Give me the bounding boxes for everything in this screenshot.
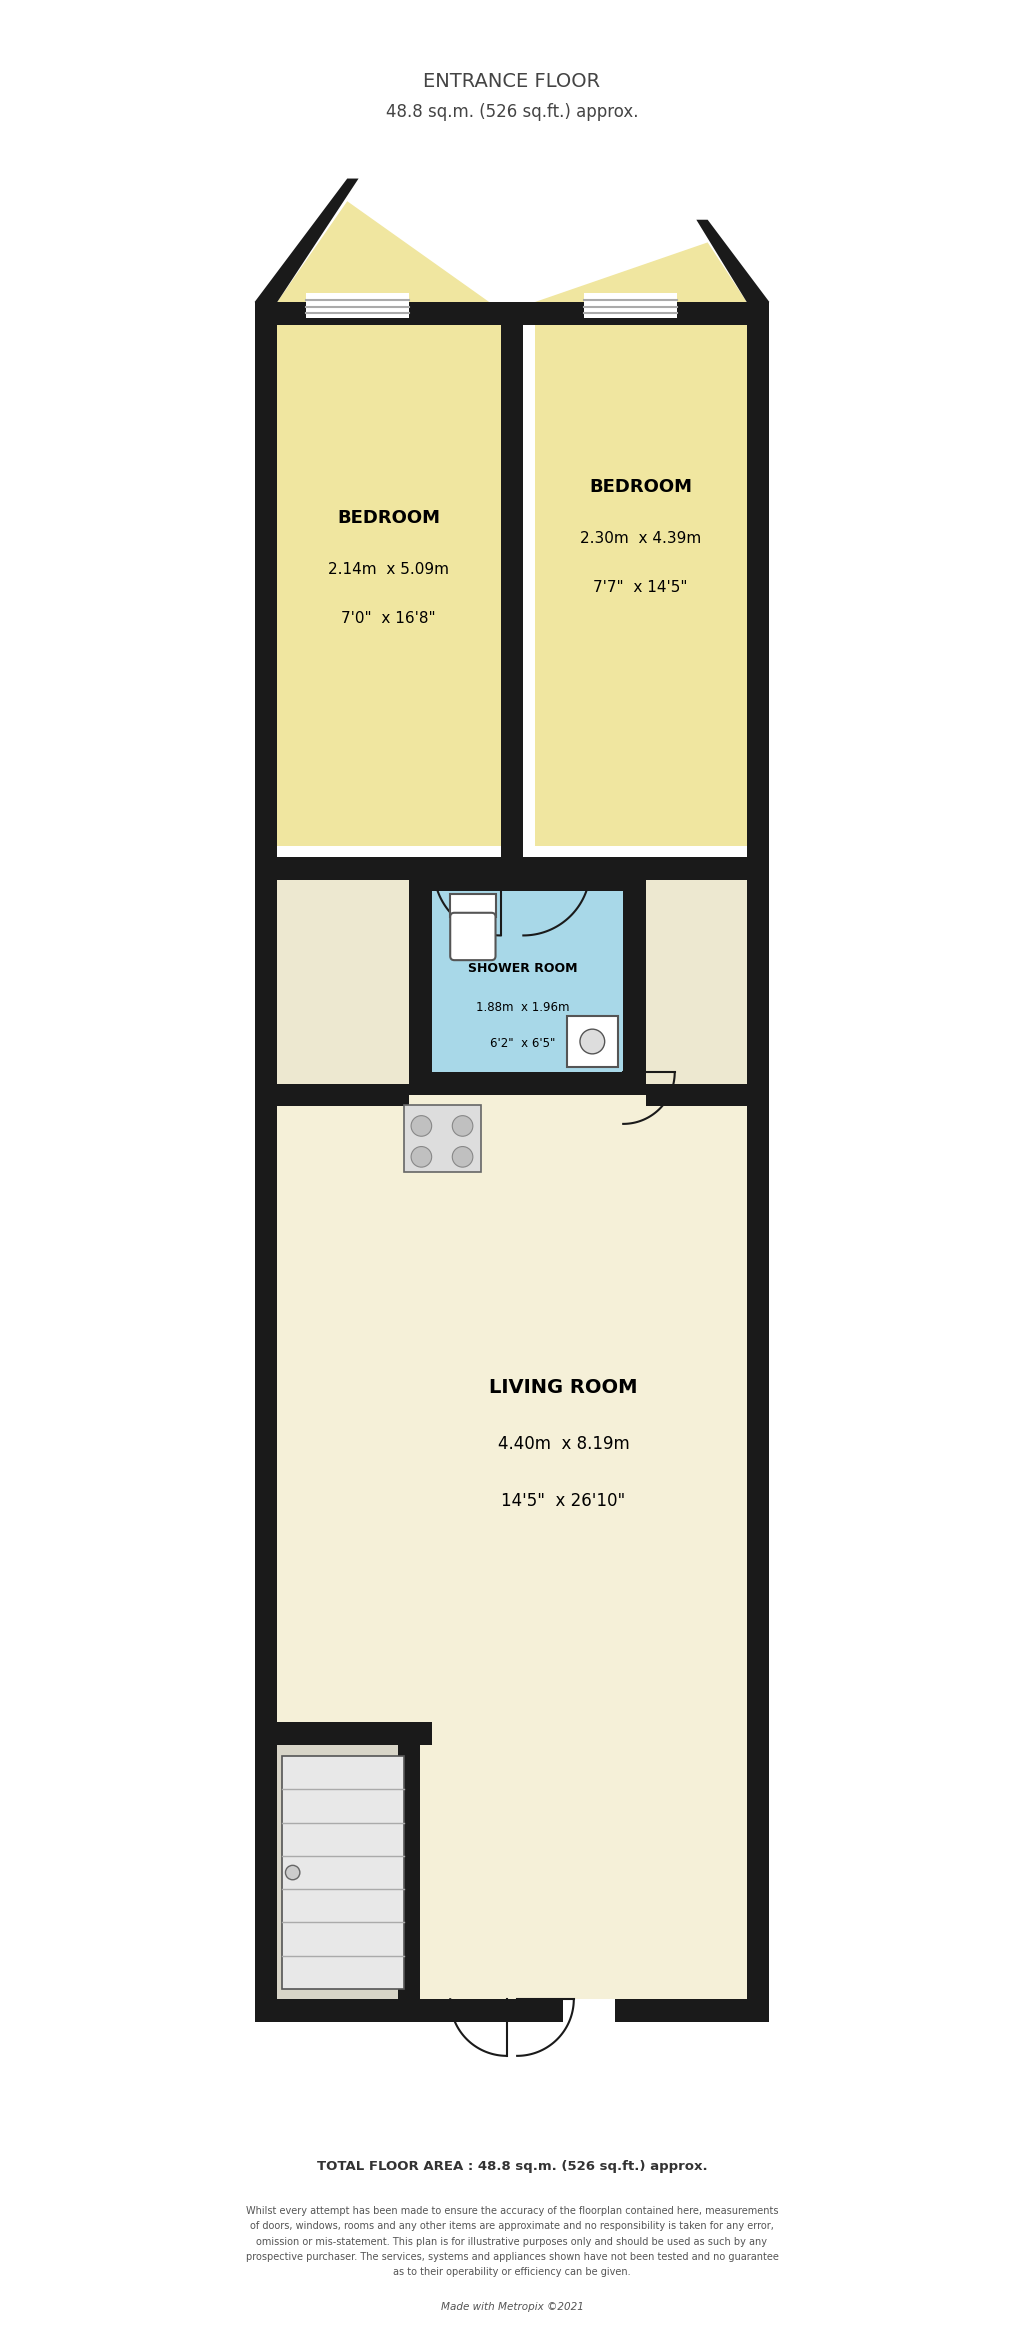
Bar — [409, 1072, 646, 1095]
Text: SHOWER ROOM: SHOWER ROOM — [468, 962, 578, 976]
Text: TOTAL FLOOR AREA : 48.8 sq.m. (526 sq.ft.) approx.: TOTAL FLOOR AREA : 48.8 sq.m. (526 sq.ft… — [316, 2160, 708, 2174]
Text: 7'7"  x 14'5": 7'7" x 14'5" — [594, 579, 688, 595]
Bar — [501, 301, 523, 869]
Circle shape — [453, 1146, 473, 1168]
Text: 4.40m  x 8.19m: 4.40m x 8.19m — [498, 1436, 630, 1452]
Circle shape — [411, 1146, 432, 1168]
Bar — [535, 301, 746, 845]
Bar — [306, 292, 409, 318]
Bar — [255, 1723, 432, 1744]
Text: 1.88m  x 1.96m: 1.88m x 1.96m — [475, 1002, 569, 1013]
Circle shape — [453, 1116, 473, 1137]
Polygon shape — [696, 219, 769, 301]
Text: BEDROOM: BEDROOM — [589, 479, 692, 497]
Text: BEDROOM: BEDROOM — [337, 509, 440, 528]
Text: ENTRANCE FLOOR: ENTRANCE FLOOR — [424, 72, 600, 91]
Bar — [432, 892, 624, 1072]
Bar — [403, 1104, 481, 1172]
Bar — [409, 869, 432, 1095]
Bar — [255, 301, 278, 2022]
Bar — [409, 869, 646, 892]
Text: Whilst every attempt has been made to ensure the accuracy of the floorplan conta: Whilst every attempt has been made to en… — [246, 2207, 778, 2277]
Bar — [255, 301, 769, 325]
Bar — [278, 1733, 409, 1999]
Bar — [283, 1756, 403, 1989]
Text: 2.14m  x 5.09m: 2.14m x 5.09m — [328, 563, 449, 577]
Bar — [255, 1999, 563, 2022]
Text: 2.30m  x 4.39m: 2.30m x 4.39m — [581, 532, 701, 546]
Text: 7'0"  x 16'8": 7'0" x 16'8" — [341, 612, 436, 626]
Bar — [451, 894, 496, 918]
Polygon shape — [278, 201, 489, 301]
Text: Made with Metropix ©2021: Made with Metropix ©2021 — [440, 2302, 584, 2312]
Polygon shape — [255, 177, 358, 301]
Text: 48.8 sq.m. (526 sq.ft.) approx.: 48.8 sq.m. (526 sq.ft.) approx. — [386, 103, 638, 121]
Circle shape — [580, 1030, 605, 1053]
Bar — [646, 1083, 769, 1107]
FancyBboxPatch shape — [451, 913, 496, 960]
Bar — [397, 1733, 420, 2022]
Circle shape — [411, 1116, 432, 1137]
Text: LIVING ROOM: LIVING ROOM — [489, 1378, 638, 1396]
Bar — [624, 869, 646, 1095]
Bar — [566, 1016, 618, 1067]
Bar — [278, 1095, 746, 1999]
Text: 14'5"  x 26'10": 14'5" x 26'10" — [502, 1492, 626, 1511]
Bar — [584, 292, 677, 318]
Bar — [278, 301, 512, 845]
Text: 6'2"  x 6'5": 6'2" x 6'5" — [489, 1037, 555, 1051]
Bar — [255, 1083, 409, 1107]
Bar — [746, 301, 769, 2022]
Bar — [615, 1999, 769, 2022]
Bar — [255, 857, 769, 880]
Bar — [278, 869, 746, 1095]
Polygon shape — [535, 243, 746, 301]
Circle shape — [286, 1866, 300, 1880]
